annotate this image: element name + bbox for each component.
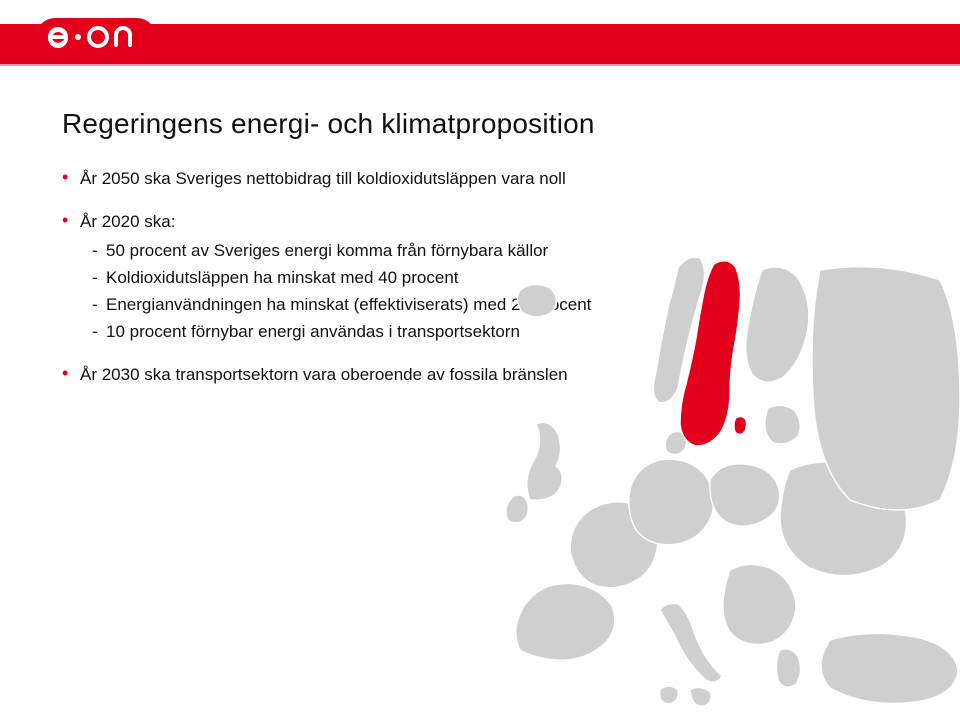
bullet-item: År 2050 ska Sveriges nettobidrag till ko… — [62, 168, 622, 191]
bullet-text: År 2050 ska Sveriges nettobidrag till ko… — [80, 169, 566, 188]
sub-bullet-text: 10 procent förnybar energi användas i tr… — [106, 322, 520, 341]
header-light-strip — [0, 64, 960, 66]
bullet-text: År 2030 ska transportsektorn vara oberoe… — [80, 365, 568, 384]
sub-bullet-text: 50 procent av Sveriges energi komma från… — [106, 241, 548, 260]
bullet-text: År 2020 ska: — [80, 212, 175, 231]
header — [0, 0, 960, 70]
slide: Regeringens energi- och klimatpropositio… — [0, 0, 960, 716]
europe-map — [500, 250, 960, 710]
slide-title: Regeringens energi- och klimatpropositio… — [62, 108, 595, 140]
eon-logo — [36, 18, 156, 56]
sub-bullet-text: Koldioxidutsläppen ha minskat med 40 pro… — [106, 268, 459, 287]
